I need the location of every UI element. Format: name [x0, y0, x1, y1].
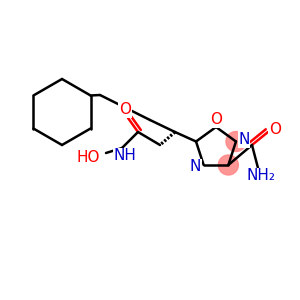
- Circle shape: [218, 155, 238, 175]
- Text: NH: NH: [114, 148, 136, 164]
- Text: HO: HO: [76, 149, 100, 164]
- Text: O: O: [269, 122, 281, 137]
- Text: N: N: [190, 160, 201, 175]
- Circle shape: [226, 131, 246, 152]
- Text: NH₂: NH₂: [247, 169, 275, 184]
- Text: O: O: [119, 103, 131, 118]
- Text: N: N: [238, 132, 250, 147]
- Text: O: O: [210, 112, 222, 128]
